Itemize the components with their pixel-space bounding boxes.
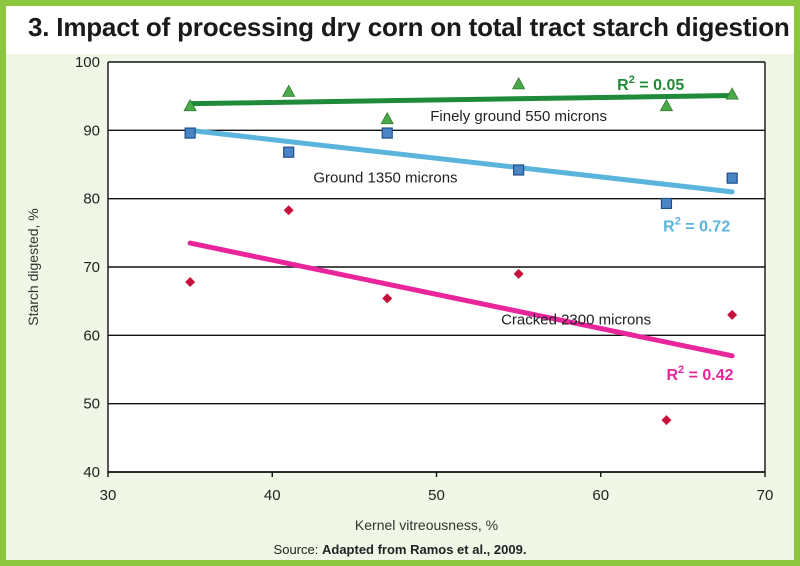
ground-point-1 [184, 127, 196, 139]
finely-ground-trendline [187, 92, 735, 107]
cracked-point-5 [661, 415, 672, 426]
source-note: Source: Adapted from Ramos et al., 2009. [0, 542, 800, 557]
finely-ground-point-2 [282, 84, 296, 97]
cracked-series-label: Cracked 2300 microns [501, 311, 651, 328]
ground-point-4 [513, 164, 525, 176]
ground-point-3 [381, 127, 393, 139]
x-axis-title: Kernel vitreousness, % [355, 517, 498, 533]
grid-layer [108, 61, 765, 473]
ground-point-6 [726, 172, 738, 184]
y-tick-label-100: 100 [75, 54, 100, 71]
ground-point-5 [660, 197, 673, 210]
finely-ground-point-6 [725, 87, 739, 100]
cracked-point-4 [513, 268, 524, 279]
x-tick-label-50: 50 [428, 487, 445, 504]
finely-ground-point-3 [380, 111, 394, 125]
label-layer: Finely ground 550 microns Ground 1350 mic… [313, 74, 733, 384]
y-tick-label-60: 60 [83, 327, 100, 344]
source-text: Adapted from Ramos et al., 2009. [321, 542, 527, 557]
cracked-r2-label: R2 = 0.42 [666, 364, 733, 384]
ground-trendline [187, 127, 735, 195]
source-prefix: Source: [273, 542, 319, 557]
cracked-point-6 [727, 309, 738, 320]
y-tick-label-80: 80 [83, 191, 100, 208]
y-tick-label-50: 50 [83, 396, 100, 413]
x-tick-label-70: 70 [757, 487, 774, 504]
x-tick-label-40: 40 [264, 487, 281, 504]
cracked-trendline [187, 240, 735, 359]
ground-r2-label: R2 = 0.72 [663, 215, 730, 235]
finely-ground-series-label: Finely ground 550 microns [430, 108, 607, 125]
marker-layer [183, 77, 739, 426]
y-tick-label-70: 70 [83, 259, 100, 276]
ground-series-label: Ground 1350 microns [313, 169, 457, 186]
y-tick-label-90: 90 [83, 122, 100, 139]
x-tick-label-30: 30 [100, 487, 117, 504]
x-tick-label-60: 60 [592, 487, 609, 504]
cracked-point-2 [283, 205, 294, 216]
y-tick-label-40: 40 [83, 464, 100, 481]
finely-ground-point-1 [183, 98, 197, 112]
y-axis-title: Starch digested, % [25, 208, 41, 326]
finely-ground-point-4 [511, 77, 526, 90]
finely-ground-r2-label: R2 = 0.05 [617, 74, 684, 94]
ground-point-2 [283, 146, 295, 158]
trend-layer [187, 92, 735, 359]
finely-ground-point-5 [659, 98, 674, 112]
chart-title: 3. Impact of processing dry corn on tota… [28, 12, 790, 42]
cracked-point-1 [185, 277, 196, 288]
cracked-point-3 [382, 293, 393, 304]
